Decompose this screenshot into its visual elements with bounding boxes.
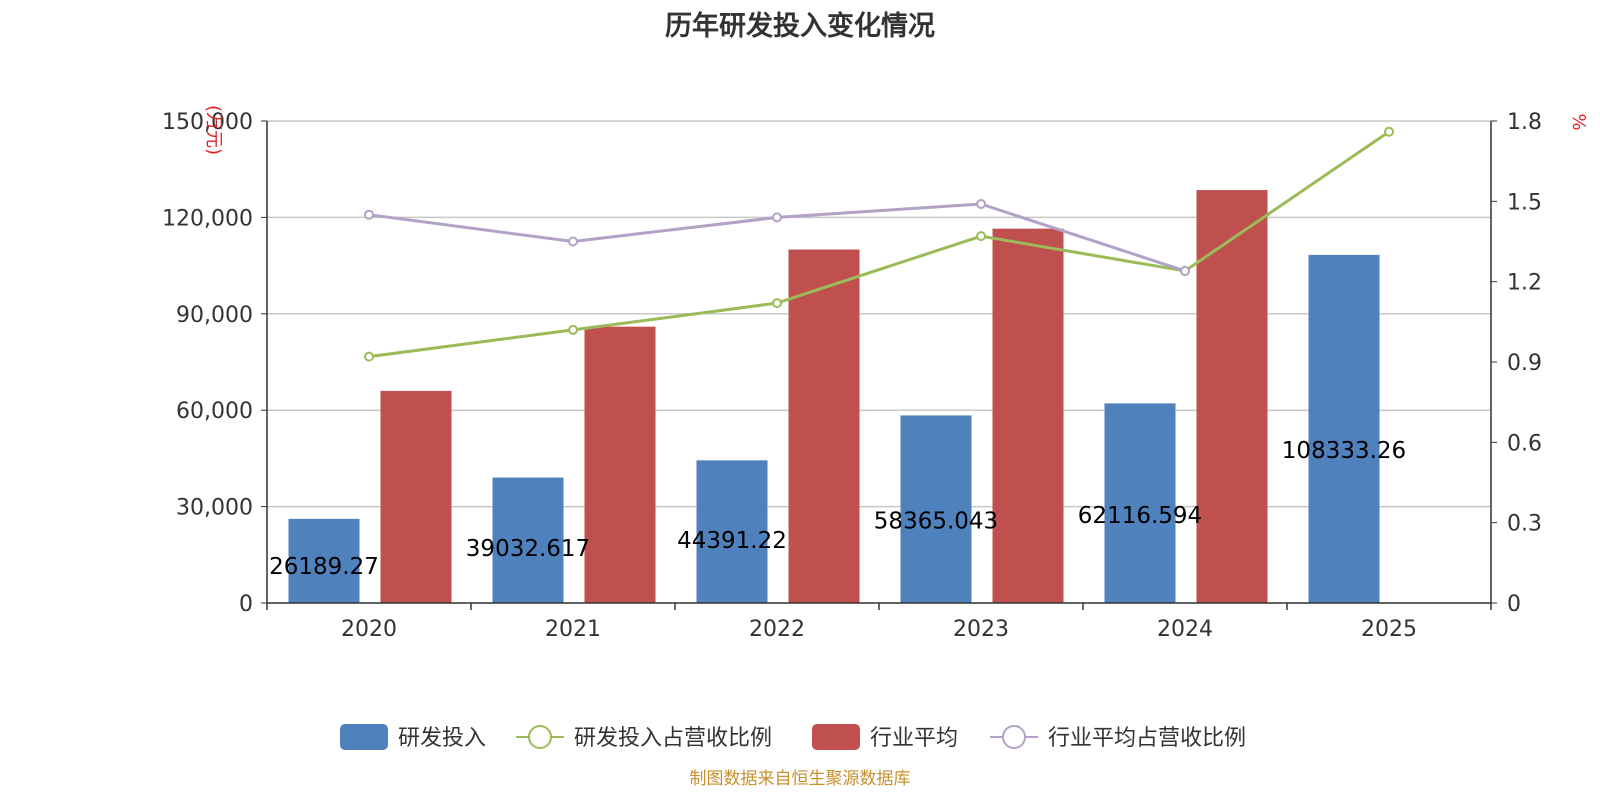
bar	[992, 228, 1064, 603]
y-left-tick-label: 60,000	[176, 399, 253, 424]
x-tick-label: 2022	[749, 617, 805, 642]
data-point	[772, 212, 782, 223]
y-right-tick-label: 0.9	[1507, 351, 1542, 376]
y-right-tick-label: 1.5	[1507, 190, 1542, 215]
legend-label: 行业平均	[870, 726, 958, 751]
data-point	[1384, 126, 1394, 137]
bar	[788, 249, 860, 604]
x-tick-label: 2020	[341, 617, 397, 642]
bar	[380, 390, 452, 603]
y-left-tick-label: 120,000	[162, 206, 253, 231]
y-right-tick-label: 0.6	[1507, 431, 1542, 456]
legend-swatch	[340, 724, 388, 750]
data-point	[364, 209, 374, 220]
legend-label: 研发投入	[398, 726, 486, 751]
y-right-tick-label: 1.2	[1507, 271, 1542, 296]
y-right-unit: %	[1568, 113, 1589, 130]
x-tick-label: 2023	[953, 617, 1009, 642]
data-point	[976, 199, 986, 210]
y-right-tick-label: 0	[1507, 592, 1521, 617]
x-tick-label: 2024	[1157, 617, 1213, 642]
data-label: 62116.594	[1078, 503, 1202, 529]
y-left-tick-label: 150,000	[162, 110, 253, 135]
y-left-tick-label: 90,000	[176, 303, 253, 328]
legend-label: 行业平均占营收比例	[1048, 726, 1246, 751]
data-label: 58365.043	[874, 508, 998, 534]
bar	[492, 477, 564, 603]
y-left-tick-label: 0	[239, 592, 253, 617]
bar	[1196, 190, 1268, 603]
y-right-tick-label: 1.8	[1507, 110, 1542, 135]
y-left-unit: (万元)	[203, 105, 224, 155]
data-point	[364, 351, 374, 362]
legend-marker	[528, 725, 552, 749]
bar	[696, 460, 768, 603]
bar	[1104, 403, 1176, 603]
legend-marker	[1002, 725, 1026, 749]
data-point	[976, 231, 986, 242]
bar	[584, 326, 656, 603]
data-point	[772, 298, 782, 309]
bar	[900, 415, 972, 603]
data-point	[568, 236, 578, 247]
bar	[1308, 254, 1380, 603]
data-label: 44391.22	[677, 528, 787, 554]
data-point	[1180, 265, 1190, 276]
y-left-tick-label: 30,000	[176, 496, 253, 521]
data-label: 108333.26	[1282, 438, 1406, 464]
data-point	[568, 324, 578, 335]
y-right-tick-label: 0.3	[1507, 512, 1542, 537]
source-note: 制图数据来自恒生聚源数据库	[689, 769, 911, 789]
x-tick-label: 2021	[545, 617, 601, 642]
legend-swatch	[812, 724, 860, 750]
data-label: 26189.27	[269, 554, 379, 580]
chart-title: 历年研发投入变化情况	[665, 11, 935, 42]
legend-label: 研发投入占营收比例	[574, 726, 772, 751]
bar	[288, 518, 360, 603]
data-label: 39032.617	[466, 536, 590, 562]
series-line	[368, 130, 1390, 359]
x-tick-label: 2025	[1361, 617, 1417, 642]
